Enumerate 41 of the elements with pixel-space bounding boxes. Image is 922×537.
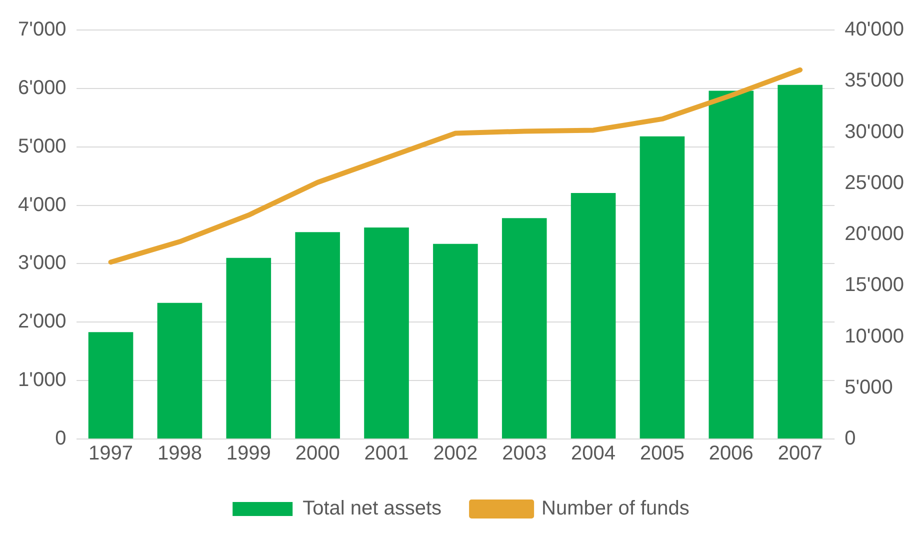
- x-tick-label: 2005: [640, 442, 684, 465]
- bar: [778, 84, 823, 438]
- x-tick-label: 1997: [88, 442, 134, 465]
- y-tick-label: 3'000: [18, 252, 66, 274]
- y2-tick-label: 10'000: [844, 325, 904, 348]
- y-tick-label: 5'000: [18, 135, 66, 158]
- bar: [570, 193, 616, 438]
- y2-tick-label: 0: [844, 428, 856, 450]
- x-tick-label: 2001: [364, 442, 409, 465]
- y2-tick-label: 15'000: [844, 274, 904, 296]
- y-tick-label: 0: [55, 428, 66, 450]
- bar: [502, 218, 547, 438]
- bar: [708, 90, 754, 438]
- bar: [226, 258, 272, 438]
- x-tick-label: 1998: [157, 442, 202, 465]
- x-tick-label: 2003: [502, 442, 547, 465]
- x-tick-label: 2002: [433, 442, 478, 465]
- y-tick-label: 1'000: [18, 369, 66, 392]
- y2-tick-label: 20'000: [844, 223, 904, 246]
- bar: [433, 244, 478, 438]
- y-tick-label: 4'000: [18, 194, 66, 216]
- x-tick-label: 2007: [778, 442, 822, 465]
- bar: [295, 232, 340, 438]
- y2-tick-label: 35'000: [844, 70, 904, 92]
- legend-label: Total net assets: [302, 498, 442, 520]
- bar: [88, 332, 134, 438]
- y2-tick-label: 25'000: [844, 172, 904, 194]
- bar: [157, 302, 202, 438]
- y-tick-label: 6'000: [18, 76, 66, 99]
- x-tick-label: 2000: [295, 442, 340, 465]
- x-tick-label: 1999: [226, 442, 271, 465]
- y2-tick-label: 5'000: [844, 376, 893, 398]
- y2-tick-label: 40'000: [844, 18, 904, 41]
- y2-tick-label: 30'000: [844, 120, 904, 143]
- y-tick-label: 2'000: [18, 310, 66, 333]
- x-tick-label: 2006: [708, 442, 754, 465]
- bar: [364, 227, 409, 438]
- bar: [640, 136, 685, 438]
- legend-label: Number of funds: [542, 498, 690, 520]
- x-tick-label: 2004: [571, 442, 616, 465]
- y-tick-label: 7'000: [18, 18, 66, 41]
